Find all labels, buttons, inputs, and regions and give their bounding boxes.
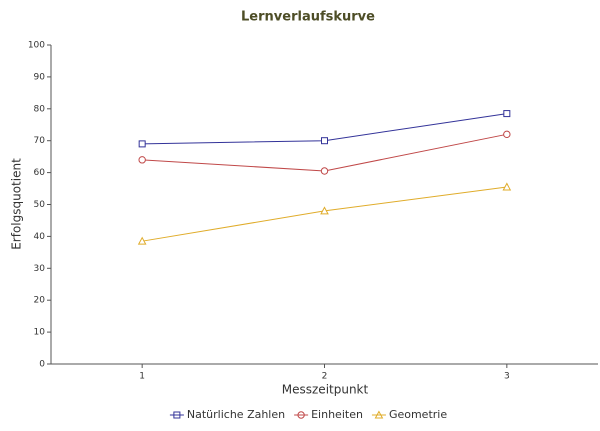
marker [321,137,328,145]
legend: Natürliche Zahlen Einheiten Geometrie [169,408,447,421]
marker [320,167,329,175]
y-tick-label: 70 [34,136,46,146]
y-tick-label: 20 [34,296,46,306]
y-tick-label: 80 [34,104,46,114]
marker [138,140,146,148]
y-tick-label: 100 [28,41,45,51]
y-tick-label: 10 [34,328,46,338]
x-tick-label: 2 [322,372,328,382]
marker [320,206,329,215]
y-tick-label: 30 [34,264,46,274]
legend-label: Geometrie [389,408,447,421]
marker [502,182,512,191]
chart-title: Lernverlaufskurve [241,10,375,25]
x-axis-label: Messzeitpunkt [282,383,369,397]
marker [503,130,511,139]
marker [137,236,147,245]
y-tick-label: 40 [34,232,46,242]
x-tick-label: 1 [139,372,145,382]
legend-label: Natürliche Zahlen [187,408,285,421]
marker [138,156,146,164]
y-tick-label: 90 [34,72,46,82]
x-tick-label: 3 [504,372,510,382]
y-tick-label: 50 [34,200,46,210]
y-tick-label: 60 [34,168,46,178]
legend-label: Einheiten [311,408,363,421]
y-axis-label: Erfolgsquotient [10,158,24,250]
y-tick-label: 0 [39,360,45,370]
marker [503,110,511,118]
